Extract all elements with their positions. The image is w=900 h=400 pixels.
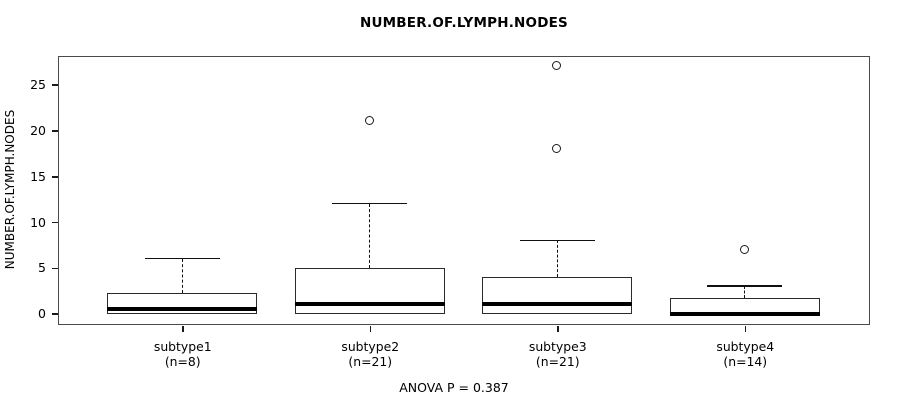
iqr-box (294, 267, 445, 314)
upper-whisker-cap (144, 257, 220, 260)
group-count: (n=14) (723, 353, 768, 369)
median-line (107, 307, 258, 312)
x-tick-mark (744, 325, 746, 332)
x-group-label: subtype4 (n=14) (665, 339, 825, 369)
upper-whisker (744, 286, 745, 298)
x-group-label: subtype2 (n=21) (290, 339, 450, 369)
x-tick-mark (557, 325, 559, 332)
median-line (294, 302, 445, 307)
group-name: subtype1 (153, 339, 212, 354)
plot-area (57, 55, 870, 325)
median-line (669, 311, 820, 316)
outlier-point (364, 116, 374, 126)
upper-whisker-cap (332, 202, 408, 205)
group-count: (n=21) (348, 353, 393, 369)
x-tick-mark (182, 325, 184, 332)
group-name: subtype2 (341, 339, 400, 354)
x-group-label: subtype1 (n=8) (103, 339, 263, 369)
upper-whisker-cap (707, 285, 783, 287)
upper-whisker (181, 258, 183, 293)
x-group-label: subtype3 (n=21) (478, 339, 638, 369)
y-axis-title: NUMBER.OF.LYMPH.NODES (3, 109, 17, 270)
upper-whisker-cap (519, 239, 595, 242)
upper-whisker (556, 240, 558, 277)
iqr-box (482, 276, 633, 314)
group-count: (n=21) (535, 353, 580, 369)
x-tick-mark (369, 325, 371, 332)
outlier-point (552, 61, 562, 71)
outlier-point (552, 143, 562, 153)
upper-whisker (369, 203, 370, 268)
anova-annotation: ANOVA P = 0.387 (399, 380, 509, 395)
outlier-point (739, 244, 749, 254)
group-count: (n=8) (164, 353, 201, 369)
chart-title: NUMBER.OF.LYMPH.NODES (360, 15, 568, 31)
group-name: subtype3 (528, 339, 587, 354)
group-name: subtype4 (716, 339, 775, 354)
median-line (482, 302, 633, 307)
